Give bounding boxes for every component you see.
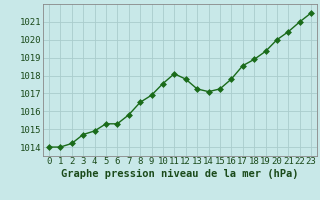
X-axis label: Graphe pression niveau de la mer (hPa): Graphe pression niveau de la mer (hPa) (61, 169, 299, 179)
